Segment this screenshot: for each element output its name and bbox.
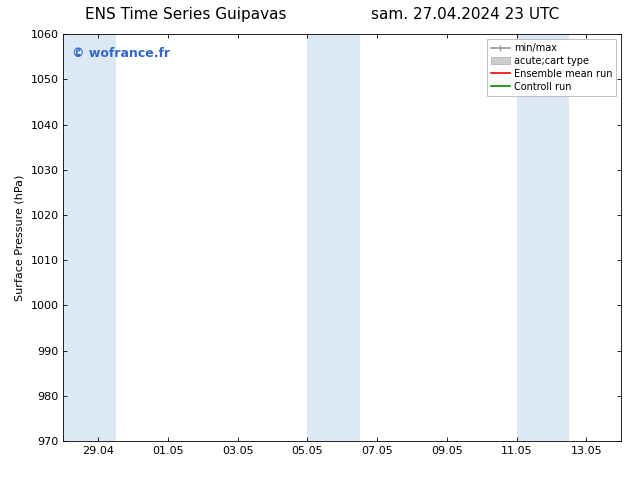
Bar	[63, 34, 115, 441]
Legend: min/max, acute;cart type, Ensemble mean run, Controll run: min/max, acute;cart type, Ensemble mean …	[487, 39, 616, 96]
Y-axis label: Surface Pressure (hPa): Surface Pressure (hPa)	[15, 174, 25, 301]
Text: © wofrance.fr: © wofrance.fr	[72, 47, 170, 59]
Text: ENS Time Series Guipavas: ENS Time Series Guipavas	[86, 7, 287, 22]
Bar	[517, 34, 569, 441]
Text: sam. 27.04.2024 23 UTC: sam. 27.04.2024 23 UTC	[371, 7, 559, 22]
Bar	[307, 34, 360, 441]
Title: ENS Time Series Guipavas          sam. 27.04.2024 23 UTC: ENS Time Series Guipavas sam. 27.04.2024…	[0, 489, 1, 490]
